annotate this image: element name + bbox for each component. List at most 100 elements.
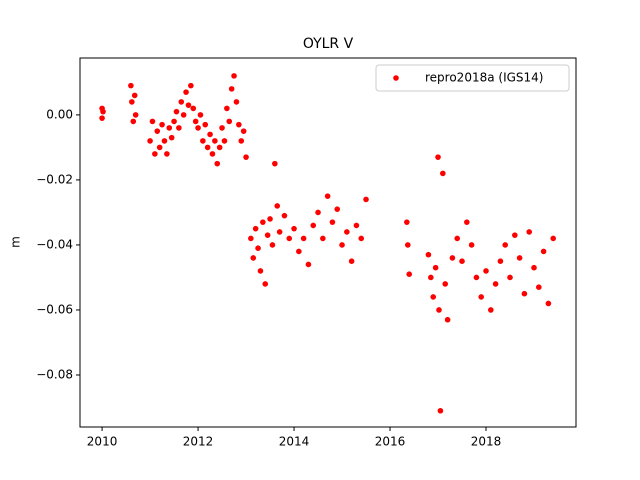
data-point [100, 108, 106, 115]
data-point [168, 134, 175, 141]
data-point [195, 125, 201, 131]
legend-label: repro2018a (IGS14) [425, 71, 543, 85]
data-point [536, 284, 542, 291]
data-point [521, 290, 528, 297]
data-point [324, 193, 331, 199]
y-tick-label: −0.02 [36, 172, 73, 186]
data-point [130, 118, 137, 125]
data-point [315, 209, 321, 216]
data-point [180, 112, 187, 118]
data-point [200, 138, 206, 144]
data-point [243, 154, 249, 160]
data-point [300, 235, 307, 242]
data-point [435, 154, 441, 160]
data-point [406, 271, 413, 277]
x-tick-label: 2012 [183, 435, 214, 449]
data-point [185, 102, 192, 108]
data-point [183, 89, 189, 95]
data-point [238, 138, 245, 144]
data-point [262, 281, 269, 287]
y-tick-label: 0.00 [46, 107, 73, 121]
x-tick-label: 2018 [471, 435, 502, 449]
data-point [240, 128, 247, 134]
data-point [99, 115, 105, 121]
x-tick-label: 2010 [87, 435, 118, 449]
data-point [286, 235, 293, 242]
x-tick-label: 2014 [279, 435, 310, 449]
data-point [425, 251, 432, 258]
y-tick-label: −0.08 [36, 367, 73, 381]
data-point [320, 235, 326, 242]
data-point [444, 316, 451, 323]
data-point [152, 151, 158, 157]
legend-box [375, 64, 570, 92]
data-point [526, 229, 533, 235]
data-point [129, 99, 135, 105]
data-point [197, 112, 204, 118]
data-point [252, 225, 259, 232]
data-point [353, 222, 360, 229]
data-point [430, 294, 437, 300]
data-point [440, 170, 446, 177]
data-point [531, 264, 537, 271]
data-point [216, 144, 223, 151]
y-tick-label: −0.04 [36, 237, 73, 251]
data-point [449, 255, 456, 261]
data-point [363, 196, 369, 203]
data-point [154, 128, 161, 134]
data-point [173, 108, 180, 115]
data-point [192, 118, 199, 125]
y-tick-label: −0.06 [36, 302, 73, 316]
data-point [296, 248, 302, 255]
data-point [550, 235, 557, 242]
data-point [226, 118, 233, 125]
data-point [497, 258, 504, 264]
data-point [209, 151, 216, 157]
data-point [212, 138, 218, 144]
data-point [305, 261, 312, 268]
data-point [161, 138, 168, 144]
data-point [512, 232, 518, 238]
data-point [248, 235, 254, 242]
data-point [190, 105, 197, 112]
data-point [468, 242, 475, 248]
data-point [176, 125, 182, 131]
data-point [147, 138, 153, 144]
data-point [260, 219, 266, 225]
data-point [473, 274, 480, 281]
data-point [502, 242, 509, 248]
data-point [432, 264, 439, 271]
data-point [358, 235, 365, 242]
data-point [128, 82, 134, 89]
plot-frame [79, 57, 577, 428]
data-point [224, 105, 230, 112]
data-point [204, 144, 211, 151]
data-point [483, 268, 489, 274]
data-point [339, 242, 345, 248]
data-point [221, 138, 228, 144]
data-point [250, 255, 257, 261]
y-axis-label: m [9, 236, 23, 248]
data-point [231, 73, 237, 79]
data-point [131, 92, 138, 99]
data-point [492, 281, 499, 287]
data-point [166, 125, 173, 131]
data-point [274, 203, 281, 209]
data-point [236, 121, 242, 128]
data-point [281, 212, 288, 219]
data-point [149, 118, 156, 125]
data-point [257, 268, 264, 274]
x-tick-label: 2016 [375, 435, 406, 449]
data-point [348, 258, 355, 264]
data-point [488, 307, 494, 313]
data-point [214, 160, 221, 167]
data-point [478, 294, 485, 300]
data-point [344, 229, 350, 235]
data-point [171, 118, 177, 125]
data-point [464, 219, 470, 225]
data-point [291, 225, 297, 232]
data-point [459, 258, 465, 264]
data-point [540, 248, 547, 255]
data-point [264, 232, 271, 238]
